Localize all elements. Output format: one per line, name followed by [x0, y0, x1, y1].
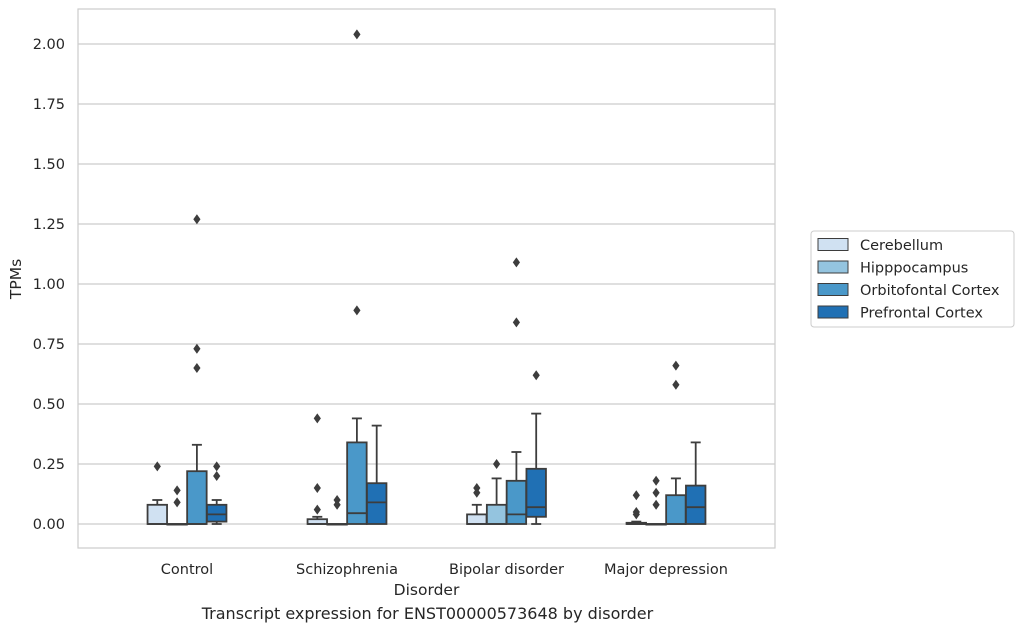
box [146, 503, 168, 525]
box-1-3 [466, 503, 488, 525]
box-1-2 [306, 515, 328, 525]
outlier-point [353, 29, 361, 40]
box [206, 503, 228, 523]
box [186, 470, 208, 525]
outlier-point [213, 461, 221, 472]
box [466, 513, 488, 525]
outlier-point [512, 317, 520, 328]
box-2-3 [485, 477, 508, 525]
outlier-point [193, 214, 201, 225]
y-tick-label: 1.25 [33, 217, 65, 233]
y-axis-label: TPMs [7, 259, 25, 300]
box-1-4 [625, 520, 647, 525]
outlier-point [313, 483, 321, 493]
box-4-3 [525, 412, 547, 525]
box-3-4 [665, 477, 687, 525]
outlier-point [193, 343, 201, 354]
legend-frame [810, 230, 1015, 328]
y-tick-label: 2.00 [33, 37, 65, 53]
outlier-point [632, 507, 640, 517]
outlier-point [672, 360, 680, 371]
outlier-point [652, 487, 660, 498]
legend-label: Hipppocampus [860, 261, 968, 277]
box-3-1 [186, 443, 208, 525]
y-tick-label: 1.75 [33, 97, 65, 113]
box-4-4 [685, 441, 707, 525]
box [665, 494, 687, 525]
outlier-point [213, 471, 221, 481]
box-2-4 [645, 523, 667, 526]
outlier-point [193, 363, 201, 373]
y-axis-ticks: 0.00 0.25 0.50 0.75 1.00 1.25 1.50 1.75 2.00 [33, 37, 65, 533]
box [485, 503, 508, 525]
outlier-points [153, 29, 680, 520]
box-2-1 [166, 523, 188, 526]
outlier-point [512, 257, 520, 268]
x-tick-label: Bipolar disorder [449, 562, 564, 578]
chart-caption: Transcript expression for ENST0000057364… [201, 604, 654, 623]
y-tick-label: 0.50 [33, 397, 65, 413]
y-tick-label: 1.00 [33, 277, 65, 293]
outlier-point [632, 490, 640, 501]
box-4-2 [366, 424, 388, 525]
box-2-2 [326, 523, 348, 526]
outlier-point [313, 504, 321, 515]
outlier-point [532, 370, 540, 381]
x-axis-label: Disorder [394, 581, 460, 599]
legend-label: Prefrontal Cortex [860, 306, 983, 322]
legend-label: Orbitofontal Cortex [860, 283, 1000, 299]
box-3-2 [346, 417, 368, 525]
legend-swatch [817, 238, 849, 251]
plot-frame [77, 8, 776, 549]
box [346, 441, 368, 525]
x-tick-label: Major depression [604, 562, 728, 578]
outlier-point [473, 483, 481, 493]
box [525, 467, 547, 518]
y-tick-label: 1.50 [33, 157, 65, 173]
legend-swatch [817, 283, 849, 296]
legend-label: Cerebellum [860, 238, 943, 254]
legend-swatch [817, 305, 849, 319]
outlier-point [173, 497, 181, 508]
outlier-point [652, 475, 660, 486]
y-tick-label: 0.75 [33, 337, 65, 353]
outlier-point [493, 459, 501, 469]
outlier-point [652, 499, 660, 510]
x-axis-ticks: Control Schizophrenia Bipolar disorder Majo… [161, 562, 728, 578]
outlier-point [313, 413, 321, 424]
x-tick-label: Schizophrenia [296, 562, 398, 578]
outlier-point [672, 379, 680, 390]
y-tick-label: 0.25 [33, 457, 65, 473]
y-tick-label: 0.00 [33, 517, 65, 533]
box-3-3 [505, 451, 528, 525]
box-4-1 [206, 499, 228, 525]
outlier-point [353, 305, 361, 316]
box-series [146, 412, 707, 526]
legend-swatch [817, 260, 849, 274]
box [505, 479, 528, 525]
x-tick-label: Control [161, 562, 213, 578]
gridlines [78, 43, 775, 525]
legend: Cerebellum Hipppocampus Orbitofontal Corte… [810, 230, 1015, 328]
outlier-point [333, 495, 341, 505]
box [366, 482, 388, 525]
box [685, 484, 707, 525]
box-1-1 [146, 499, 168, 525]
outlier-point [173, 485, 181, 496]
outlier-point [153, 461, 161, 472]
